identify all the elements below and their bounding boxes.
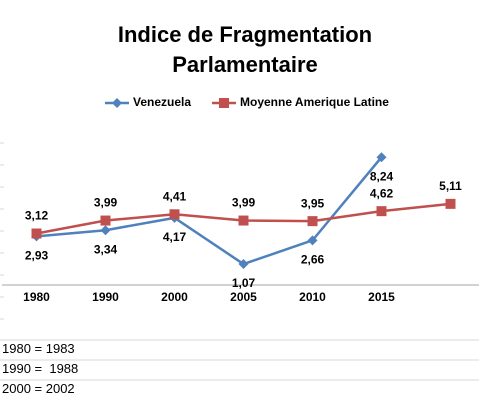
data-label: 2,93 — [25, 249, 49, 263]
note: 1990 = 1988 — [2, 361, 79, 376]
data-label: 4,41 — [163, 189, 187, 203]
marker — [100, 215, 111, 226]
marker — [100, 225, 111, 236]
data-label: 1,07 — [232, 276, 256, 290]
marker — [307, 235, 318, 246]
data-label: 3,99 — [232, 196, 256, 210]
chart-title: Indice de Fragmentation Parlamentaire — [117, 22, 373, 77]
data-label: 2,66 — [301, 253, 325, 267]
note: 1980 = 1983 — [2, 341, 75, 356]
legend-label: Moyenne Amerique Latine — [240, 95, 389, 109]
x-tick-label: 2010 — [299, 290, 326, 304]
x-tick-label: 1980 — [23, 290, 50, 304]
data-label: 3,34 — [94, 242, 118, 256]
data-label: 3,95 — [301, 196, 325, 210]
data-label: 8,24 — [370, 169, 394, 183]
marker — [376, 206, 387, 217]
marker — [238, 215, 249, 226]
x-tick-label: 1990 — [92, 290, 119, 304]
series-line — [36, 156, 383, 266]
x-tick-label: 2005 — [230, 290, 257, 304]
marker — [376, 152, 387, 163]
legend-marker — [112, 98, 122, 108]
data-label: 4,17 — [163, 230, 187, 244]
marker — [307, 216, 318, 227]
marker — [445, 198, 456, 209]
legend-label: Venezuela — [133, 95, 191, 109]
marker — [238, 259, 249, 270]
legend-marker — [219, 98, 229, 108]
data-label: 3,99 — [94, 196, 118, 210]
data-label: 3,12 — [25, 209, 49, 223]
note: 2000 = 2002 — [2, 381, 75, 396]
x-tick-label: 2015 — [368, 290, 395, 304]
data-label: 4,62 — [370, 186, 394, 200]
x-tick-label: 2000 — [161, 290, 188, 304]
data-label: 5,11 — [439, 179, 462, 193]
marker — [169, 209, 180, 220]
marker — [31, 228, 42, 239]
